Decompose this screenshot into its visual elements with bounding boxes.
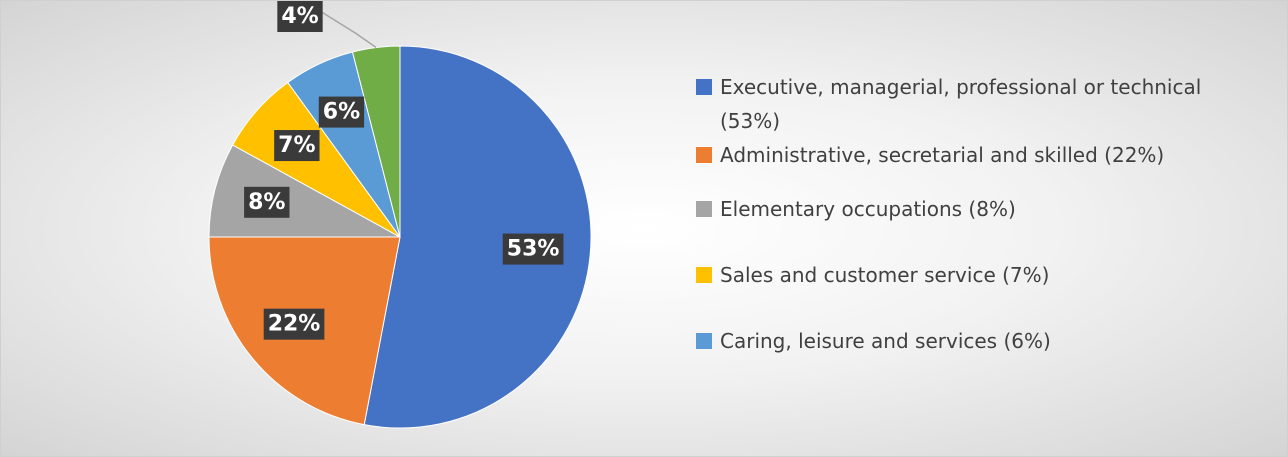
data-label: 53% — [502, 233, 564, 265]
legend-swatch — [696, 201, 712, 217]
data-label-text: 6% — [323, 100, 360, 125]
legend: Executive, managerial, professional or t… — [694, 70, 1254, 358]
data-label-box — [244, 186, 290, 218]
legend-entry: Administrative, secretarial and skilled … — [694, 138, 1254, 172]
legend-swatch — [696, 333, 712, 349]
data-label-text: 7% — [278, 133, 315, 158]
data-label-text: 22% — [268, 312, 321, 337]
legend-label: Caring, leisure and services (6%) — [720, 329, 1051, 353]
leader-line — [319, 10, 377, 49]
legend-entry: Caring, leisure and services (6%) — [694, 324, 1254, 358]
data-label-text: 8% — [248, 190, 285, 215]
data-label: 6% — [318, 96, 365, 128]
legend-label: Executive, managerial, professional or t… — [720, 75, 1202, 133]
pie-slice — [351, 45, 401, 238]
data-label: 4% — [277, 1, 323, 32]
data-label: 8% — [244, 186, 290, 218]
legend-label: Administrative, secretarial and skilled … — [720, 143, 1165, 167]
data-label-box — [274, 130, 320, 162]
data-label: 7% — [274, 130, 320, 162]
legend-swatch — [696, 147, 712, 163]
data-label-box — [502, 233, 564, 265]
legend-entry: Sales and customer service (7%) — [694, 258, 1254, 292]
data-label-box — [277, 1, 323, 32]
legend-label: Sales and customer service (7%) — [720, 263, 1050, 287]
legend-entry: Elementary occupations (8%) — [694, 192, 1254, 226]
data-label-text: 4% — [281, 4, 318, 29]
pie-slice — [363, 45, 592, 429]
legend-swatch — [696, 79, 712, 95]
legend-swatch — [696, 267, 712, 283]
legend-entry: Executive, managerial, professional or t… — [694, 70, 1254, 138]
data-label-text: 53% — [507, 237, 560, 262]
data-label: 22% — [263, 308, 325, 340]
legend-label: Elementary occupations (8%) — [720, 197, 1016, 221]
data-label-box — [318, 96, 365, 128]
data-label-box — [263, 308, 325, 340]
